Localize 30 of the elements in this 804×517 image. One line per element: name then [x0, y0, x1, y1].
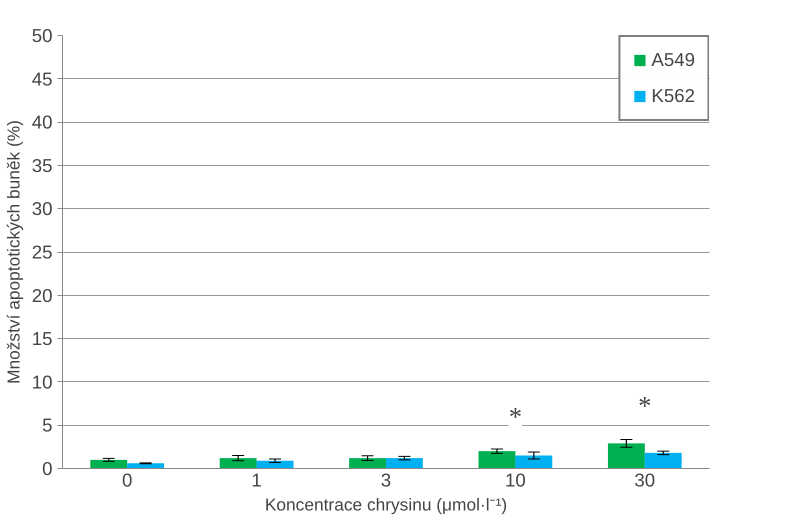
x-tick-label: 0 — [122, 470, 132, 490]
y-tick-label: 25 — [32, 242, 53, 262]
y-tick-label: 45 — [32, 68, 53, 90]
bar — [256, 460, 294, 468]
y-tick-label: 5 — [42, 414, 53, 436]
x-tick-label: 30 — [634, 470, 656, 490]
bar — [349, 458, 386, 468]
x-axis-title: Koncentrace chrysinu (μmol·l⁻¹) — [264, 494, 508, 514]
bar — [90, 460, 128, 468]
y-tick-label: 35 — [32, 154, 53, 176]
legend-label: K562 — [651, 85, 695, 107]
bar — [515, 456, 552, 468]
x-tick-label: 10 — [505, 470, 526, 490]
y-tick-label: 50 — [32, 25, 53, 46]
y-tick-label: 10 — [32, 371, 53, 392]
y-axis-title: Množství apoptotických buněk (%) — [4, 120, 24, 384]
y-tick-label: 15 — [32, 328, 53, 350]
bar — [478, 451, 516, 468]
y-tick-label: 30 — [32, 198, 53, 220]
legend-label: A549 — [651, 49, 695, 71]
bar — [386, 458, 423, 468]
annotation: * — [638, 390, 652, 420]
x-tick-label: 1 — [251, 470, 262, 490]
bar — [644, 452, 682, 468]
y-tick-label: 20 — [32, 284, 53, 306]
x-tick-label: 3 — [380, 470, 392, 490]
bar — [608, 443, 645, 468]
annotation: * — [508, 402, 522, 432]
y-tick-label: 40 — [32, 112, 53, 133]
bar — [220, 458, 257, 468]
